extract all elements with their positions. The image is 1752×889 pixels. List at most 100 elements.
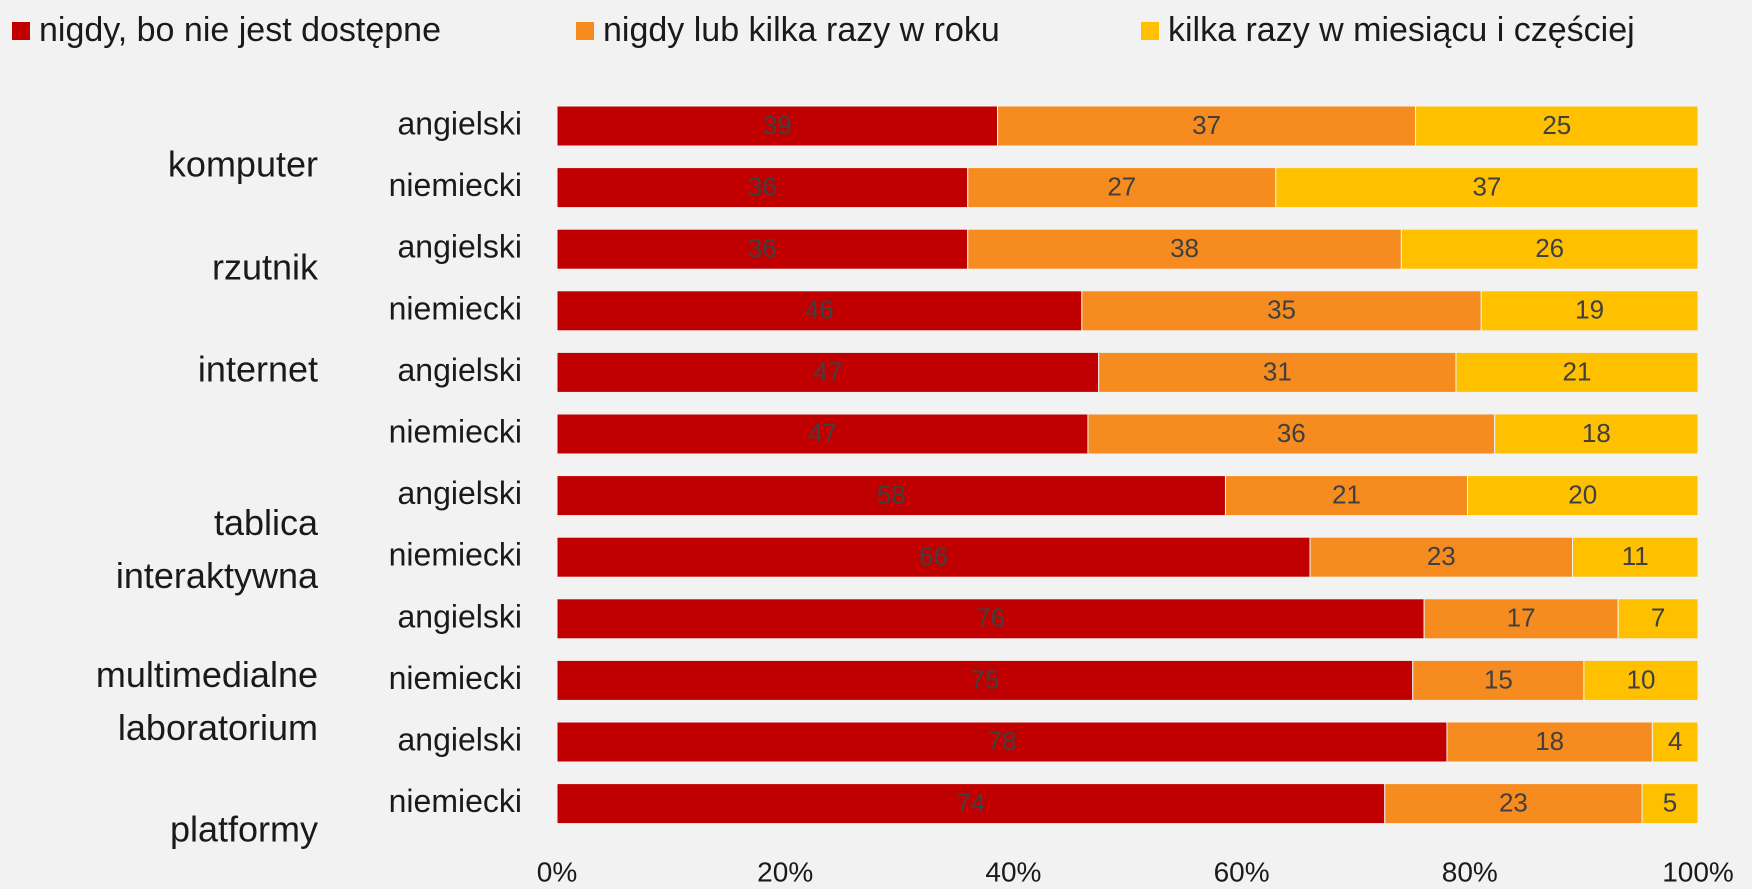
data-label: 23 [1427, 541, 1456, 571]
data-label: 75 [970, 664, 999, 694]
data-label: 7 [1651, 603, 1665, 633]
bar-segment [1087, 413, 1496, 455]
group-label: multimedialne [96, 654, 318, 695]
data-label: 39 [763, 110, 792, 140]
bar-segment [556, 413, 1089, 455]
bar-segment [556, 536, 1311, 578]
bar-segment [1571, 536, 1699, 578]
data-label: 21 [1563, 356, 1592, 386]
data-label: 17 [1507, 603, 1536, 633]
data-label: 10 [1626, 664, 1655, 694]
data-label: 25 [1542, 110, 1571, 140]
x-tick-label: 60% [1214, 856, 1270, 887]
data-label: 66 [919, 541, 948, 571]
bar-segment [556, 228, 969, 270]
data-label: 15 [1484, 664, 1513, 694]
bar-segment [967, 228, 1402, 270]
bar-segment [1415, 105, 1699, 147]
data-label: 36 [1277, 418, 1306, 448]
bar-segment [556, 167, 969, 209]
bar-segment [1641, 783, 1699, 825]
bar-segment [556, 598, 1425, 640]
legend-swatch [1141, 22, 1159, 40]
data-label: 21 [1332, 479, 1361, 509]
x-tick-label: 20% [757, 856, 813, 887]
y-tick-label: angielski [397, 352, 522, 388]
y-tick-label: angielski [397, 229, 522, 265]
data-label: 37 [1472, 171, 1501, 201]
data-label: 76 [976, 603, 1005, 633]
group-label: platformy [170, 809, 318, 850]
data-label: 31 [1263, 356, 1292, 386]
bar-segment [1275, 167, 1699, 209]
bar-segment [1098, 351, 1457, 393]
data-label: 18 [1582, 418, 1611, 448]
data-label: 58 [877, 479, 906, 509]
data-label: 38 [1170, 233, 1199, 263]
data-label: 36 [748, 233, 777, 263]
y-tick-label: angielski [397, 105, 522, 141]
data-label: 11 [1622, 541, 1649, 571]
x-tick-label: 80% [1442, 856, 1498, 887]
group-label: komputer [168, 144, 318, 185]
legend-swatch [12, 22, 30, 40]
bar-segment [1412, 659, 1585, 701]
group-label: tablica [214, 502, 319, 543]
bar-segment [1384, 783, 1643, 825]
legend-label: nigdy, bo nie jest dostępne [39, 11, 441, 49]
bar-segment [1466, 475, 1699, 517]
y-tick-label: niemiecki [389, 413, 522, 449]
data-label: 19 [1575, 295, 1604, 325]
y-tick-label: niemiecki [389, 537, 522, 573]
bar-segment [1224, 475, 1468, 517]
data-label: 23 [1499, 787, 1528, 817]
x-tick-label: 0% [537, 856, 577, 887]
data-label: 20 [1568, 479, 1597, 509]
data-label: 36 [748, 171, 777, 201]
bar-segment [1455, 351, 1699, 393]
x-tick-label: 40% [985, 856, 1041, 887]
bar-segment [556, 105, 999, 147]
data-label: 5 [1663, 787, 1677, 817]
data-label: 47 [813, 356, 842, 386]
bar-segment [556, 351, 1100, 393]
group-label: rzutnik [212, 247, 319, 288]
data-label: 4 [1668, 726, 1682, 756]
y-tick-label: angielski [397, 721, 522, 757]
data-label: 78 [988, 726, 1017, 756]
y-tick-label: niemiecki [389, 167, 522, 203]
bar-segment [1617, 598, 1699, 640]
group-label: laboratorium [118, 707, 318, 748]
legend-label: nigdy lub kilka razy w roku [603, 11, 1000, 49]
data-label: 27 [1107, 171, 1136, 201]
group-label: internet [198, 349, 318, 390]
group-label: interaktywna [116, 555, 319, 596]
bar-segment [1480, 290, 1699, 332]
bar-segment [1651, 721, 1699, 763]
data-label: 37 [1192, 110, 1221, 140]
y-tick-label: angielski [397, 475, 522, 511]
data-label: 74 [956, 787, 985, 817]
bar-segment [1494, 413, 1699, 455]
legend-swatch [576, 22, 594, 40]
y-tick-label: niemiecki [389, 783, 522, 819]
x-tick-label: 100% [1662, 856, 1734, 887]
bar-segment [1400, 228, 1699, 270]
bar-segment [997, 105, 1417, 147]
bar-segment [556, 475, 1226, 517]
bar-segment [967, 167, 1277, 209]
legend-label: kilka razy w miesiącu i częściej [1168, 11, 1635, 49]
y-tick-label: angielski [397, 598, 522, 634]
data-label: 18 [1535, 726, 1564, 756]
data-label: 47 [808, 418, 837, 448]
bar-segment [1583, 659, 1699, 701]
bar-segment [556, 721, 1448, 763]
bar-segment [1309, 536, 1573, 578]
y-tick-label: niemiecki [389, 660, 522, 696]
bar-segment [556, 783, 1386, 825]
bar-segment [556, 290, 1083, 332]
data-label: 35 [1267, 295, 1296, 325]
y-tick-label: niemiecki [389, 290, 522, 326]
bar-segment [556, 659, 1414, 701]
